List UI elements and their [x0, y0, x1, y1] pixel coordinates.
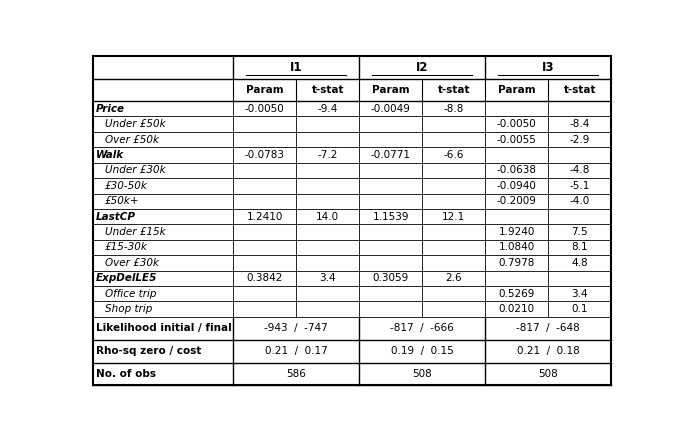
Text: -8.8: -8.8	[443, 104, 464, 114]
Text: Price: Price	[95, 104, 125, 114]
Text: 14.0: 14.0	[316, 211, 339, 221]
Text: -5.1: -5.1	[569, 181, 590, 191]
Text: -6.6: -6.6	[443, 150, 464, 160]
Text: 12.1: 12.1	[442, 211, 465, 221]
Text: t-stat: t-stat	[437, 85, 470, 95]
Text: £50k+: £50k+	[105, 196, 139, 206]
Text: 3.4: 3.4	[572, 289, 588, 299]
Text: Under £30k: Under £30k	[105, 165, 166, 175]
Text: -0.0049: -0.0049	[371, 104, 411, 114]
Text: t-stat: t-stat	[563, 85, 596, 95]
Text: -4.8: -4.8	[569, 165, 590, 175]
Text: 586: 586	[286, 369, 306, 379]
Text: No. of obs: No. of obs	[95, 369, 155, 379]
Text: t-stat: t-stat	[312, 85, 344, 95]
Text: 0.3842: 0.3842	[247, 273, 283, 283]
Text: Shop trip: Shop trip	[105, 304, 152, 314]
Text: LastCP: LastCP	[95, 211, 136, 221]
Text: -0.0050: -0.0050	[496, 119, 537, 129]
Text: Under £50k: Under £50k	[105, 119, 166, 129]
Text: Over £30k: Over £30k	[105, 258, 159, 268]
Text: -9.4: -9.4	[318, 104, 338, 114]
Text: -0.0783: -0.0783	[245, 150, 285, 160]
Text: 0.1: 0.1	[572, 304, 588, 314]
Text: £30-50k: £30-50k	[105, 181, 148, 191]
Text: -0.0638: -0.0638	[496, 165, 537, 175]
Text: 0.21  /  0.18: 0.21 / 0.18	[517, 346, 580, 356]
Text: -0.0940: -0.0940	[496, 181, 537, 191]
Text: 0.5269: 0.5269	[499, 289, 535, 299]
Text: Param: Param	[246, 85, 284, 95]
Text: 1.9240: 1.9240	[499, 227, 535, 237]
Text: -7.2: -7.2	[318, 150, 338, 160]
Text: -0.0771: -0.0771	[371, 150, 411, 160]
Text: Over £50k: Over £50k	[105, 135, 159, 145]
Text: 0.7978: 0.7978	[499, 258, 535, 268]
Text: 508: 508	[413, 369, 432, 379]
Text: 8.1: 8.1	[572, 242, 588, 252]
Text: -0.0055: -0.0055	[496, 135, 537, 145]
Text: I2: I2	[416, 61, 428, 74]
Text: -8.4: -8.4	[569, 119, 590, 129]
Text: -943  /  -747: -943 / -747	[265, 323, 328, 333]
Text: I3: I3	[542, 61, 554, 74]
Text: 0.3059: 0.3059	[372, 273, 409, 283]
Text: Likelihood initial / final: Likelihood initial / final	[95, 323, 232, 333]
Text: ExpDelLE5: ExpDelLE5	[95, 273, 157, 283]
Text: 0.21  /  0.17: 0.21 / 0.17	[265, 346, 327, 356]
Text: -817  /  -666: -817 / -666	[390, 323, 454, 333]
Text: 0.19  /  0.15: 0.19 / 0.15	[391, 346, 454, 356]
Text: 7.5: 7.5	[572, 227, 588, 237]
Text: Param: Param	[498, 85, 535, 95]
Text: 1.0840: 1.0840	[499, 242, 535, 252]
Text: -817  /  -648: -817 / -648	[516, 323, 580, 333]
Text: -0.0050: -0.0050	[245, 104, 284, 114]
Text: Rho-sq zero / cost: Rho-sq zero / cost	[95, 346, 201, 356]
Text: 2.6: 2.6	[445, 273, 462, 283]
Text: 1.2410: 1.2410	[247, 211, 283, 221]
Text: Under £15k: Under £15k	[105, 227, 166, 237]
Text: 4.8: 4.8	[572, 258, 588, 268]
Text: 508: 508	[538, 369, 558, 379]
Text: -2.9: -2.9	[569, 135, 590, 145]
Text: £15-30k: £15-30k	[105, 242, 148, 252]
Text: Param: Param	[372, 85, 409, 95]
Text: Office trip: Office trip	[105, 289, 156, 299]
Text: -4.0: -4.0	[569, 196, 590, 206]
Text: 3.4: 3.4	[319, 273, 336, 283]
Text: I1: I1	[290, 61, 303, 74]
Text: 0.0210: 0.0210	[499, 304, 535, 314]
Text: -0.2009: -0.2009	[496, 196, 537, 206]
Text: 1.1539: 1.1539	[372, 211, 409, 221]
Text: Walk: Walk	[95, 150, 124, 160]
